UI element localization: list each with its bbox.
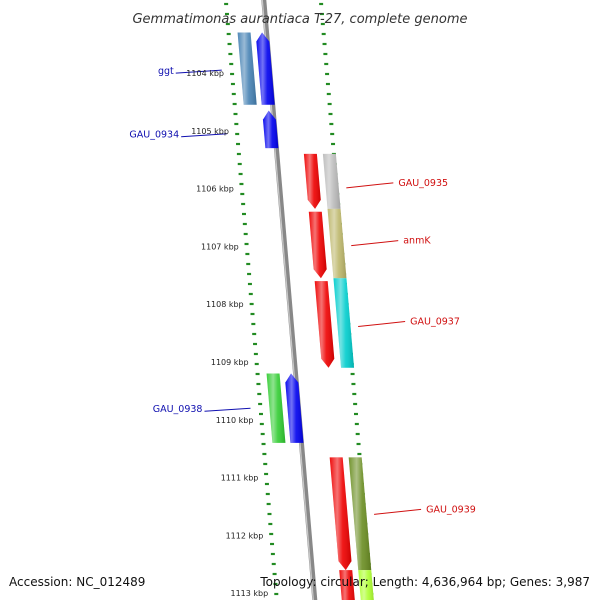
- reverse-gene-feature-shading: [348, 457, 372, 571]
- gene-labels: ggt GAU_0934 GAU_0935 anmK GAU_0937 GAU_0938 G…: [129, 66, 475, 515]
- gene-label: GAU_0937: [410, 317, 460, 328]
- reverse-gene-feature-shading: [327, 208, 347, 279]
- gene-label-leader: [175, 69, 222, 74]
- gene-label-leader: [374, 508, 422, 515]
- reverse-gene-feature-shading: [358, 570, 374, 600]
- gene-label-leader: [351, 240, 399, 247]
- forward-cds-feature-shading: [262, 110, 279, 149]
- gene-label: GAU_0938: [153, 404, 203, 415]
- ruler-label: 1112 kbp: [226, 531, 264, 540]
- ruler: 1104 kbp 1105 kbp 1106 kbp 1107 kbp 1108 kbp…: [186, 69, 268, 598]
- features: [237, 32, 374, 600]
- reverse-cds-feature-shading: [303, 153, 321, 209]
- gene-label-leader: [358, 321, 406, 328]
- summary-text: Topology: circular; Length: 4,636,964 bp…: [259, 575, 590, 589]
- accession-text: Accession: NC_012489: [9, 575, 145, 589]
- gene-label-leader: [204, 407, 251, 412]
- gene-label: GAU_0935: [398, 178, 448, 189]
- reverse-gene-feature-shading: [322, 153, 341, 209]
- ruler-label: 1107 kbp: [201, 242, 239, 251]
- reverse-cds-feature-shading: [329, 457, 352, 571]
- forward-gene-feature-shading: [266, 373, 286, 443]
- ruler-label: 1110 kbp: [216, 416, 254, 425]
- ruler-label: 1104 kbp: [186, 69, 224, 78]
- ruler-label: 1108 kbp: [206, 300, 244, 309]
- gene-label: ggt: [158, 66, 174, 77]
- reverse-cds-feature-shading: [339, 570, 355, 600]
- gene-label-leader: [181, 133, 228, 138]
- gene-label: anmK: [403, 236, 431, 247]
- map-title: Gemmatimonas aurantiaca T-27, complete g…: [132, 12, 467, 27]
- ruler-label: 1111 kbp: [221, 474, 259, 483]
- forward-cds-feature-shading: [285, 373, 304, 443]
- gene-label: GAU_0934: [129, 130, 179, 141]
- reverse-cds-feature-shading: [314, 281, 335, 368]
- ruler-label: 1113 kbp: [231, 589, 269, 598]
- forward-gene-feature-shading: [237, 32, 257, 105]
- forward-cds-feature-shading: [256, 32, 275, 105]
- ruler-label: 1109 kbp: [211, 358, 249, 367]
- reverse-cds-feature-shading: [308, 211, 327, 279]
- gene-label-leader: [346, 182, 394, 189]
- ruler-label: 1105 kbp: [191, 127, 229, 136]
- reverse-gene-feature-shading: [333, 278, 355, 368]
- gene-label: GAU_0939: [426, 504, 476, 515]
- ruler-label: 1106 kbp: [196, 185, 234, 194]
